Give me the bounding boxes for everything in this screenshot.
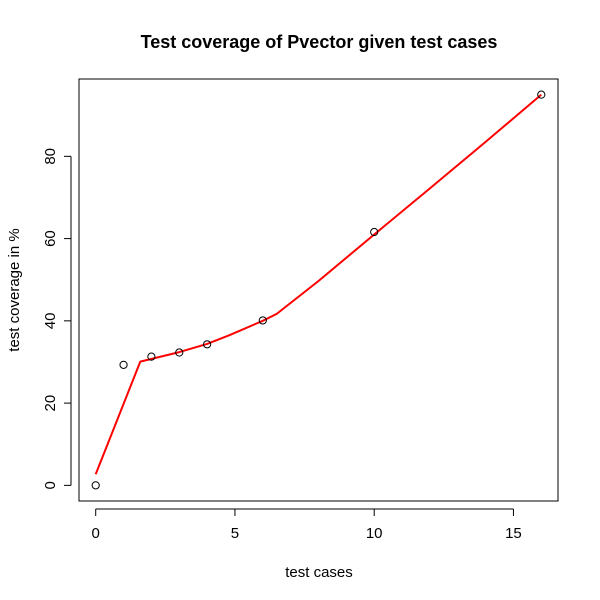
chart-title: Test coverage of Pvector given test case… (141, 32, 498, 52)
x-tick-label: 15 (505, 525, 522, 542)
x-tick-label: 10 (366, 525, 383, 542)
data-point (370, 227, 379, 237)
y-tick-label: 80 (42, 148, 59, 165)
plot-area (78, 78, 559, 502)
points-layer (91, 90, 546, 490)
x-tick-label: 0 (92, 525, 100, 542)
data-point (175, 348, 184, 357)
fit-line-layer (94, 93, 542, 475)
x-axis: 0 5 10 15 (92, 508, 522, 542)
x-axis-label: test cases (285, 564, 353, 581)
data-point (91, 481, 100, 490)
data-point (537, 90, 546, 99)
data-point (203, 340, 212, 349)
y-axis-label: test coverage in % (6, 228, 23, 351)
data-point (258, 316, 267, 325)
y-axis: 0 20 40 60 80 (42, 148, 72, 490)
data-point (119, 360, 128, 369)
y-tick-label: 0 (42, 481, 59, 489)
y-tick-label: 20 (42, 395, 59, 412)
y-tick-label: 40 (42, 313, 59, 330)
fit-line (94, 93, 542, 475)
x-tick-label: 5 (231, 525, 239, 542)
y-tick-label: 60 (42, 230, 59, 247)
data-point (147, 352, 156, 361)
